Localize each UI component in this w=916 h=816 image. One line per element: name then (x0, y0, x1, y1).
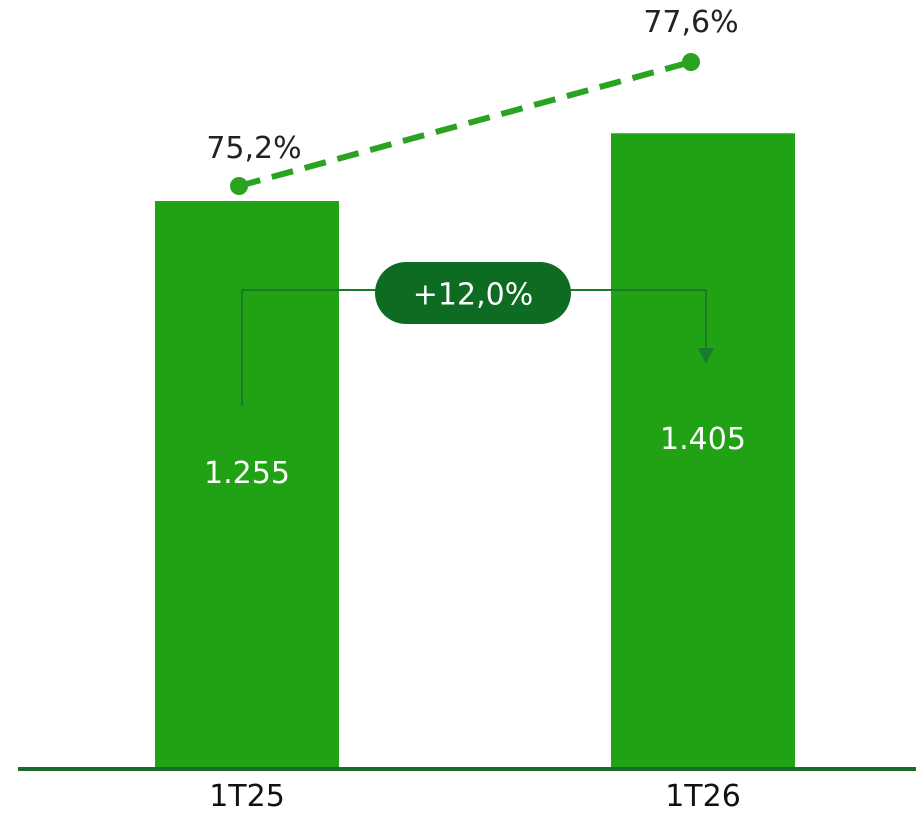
bar-value-label: 1.405 (660, 422, 746, 457)
growth-annotation: +12,0% (241, 262, 714, 406)
x-tick-label: 1T25 (209, 779, 285, 814)
line-series: 75,2% 77,6% (206, 5, 739, 195)
bar-1T26 (611, 133, 795, 769)
x-axis-labels: 1T25 1T26 (209, 779, 741, 814)
growth-arrowhead (698, 348, 714, 364)
line-value-label: 77,6% (643, 5, 738, 40)
bar-group: 1.255 1.405 (155, 133, 795, 769)
bar-value-label: 1.255 (204, 456, 290, 491)
line-segment (238, 59, 692, 189)
bar-1T25 (155, 201, 339, 769)
x-tick-label: 1T26 (665, 779, 741, 814)
line-point (230, 177, 248, 195)
growth-label: +12,0% (413, 278, 533, 313)
line-point (682, 53, 700, 71)
growth-pill (375, 262, 571, 324)
line-value-label: 75,2% (206, 131, 301, 166)
